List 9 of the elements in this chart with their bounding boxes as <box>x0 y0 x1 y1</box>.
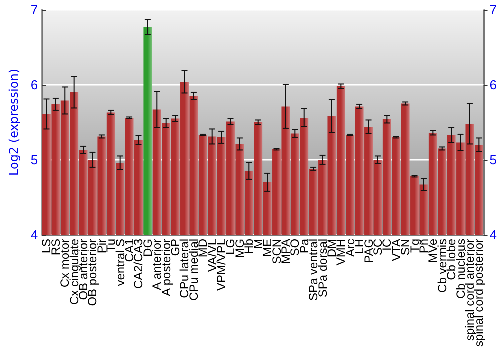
y2-tick-label: 7 <box>490 2 498 18</box>
y-axis-title: Log2 (expression) <box>7 68 21 176</box>
y-tick-label: 7 <box>30 2 38 18</box>
y2-tick-label: 4 <box>490 227 498 242</box>
y-tick-label: 6 <box>30 77 38 92</box>
y-tick-label: 5 <box>30 152 38 168</box>
y-tick-label: 4 <box>30 227 38 242</box>
y2-tick-label: 5 <box>490 152 498 168</box>
y2-tick-label: 6 <box>490 77 498 92</box>
